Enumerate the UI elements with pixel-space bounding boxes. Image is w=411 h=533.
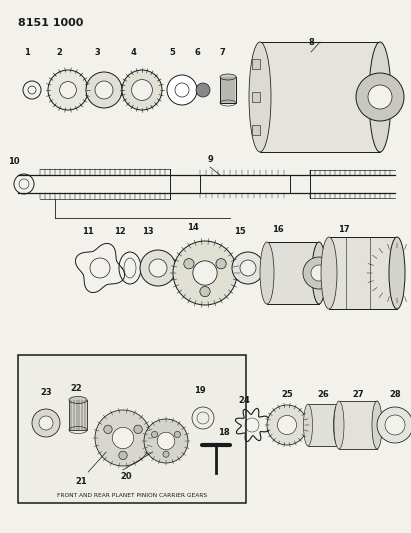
Circle shape: [144, 419, 188, 463]
Bar: [308, 404, 338, 446]
Text: 13: 13: [142, 227, 154, 236]
Ellipse shape: [334, 401, 344, 449]
Circle shape: [196, 83, 210, 97]
Circle shape: [134, 425, 142, 433]
Circle shape: [48, 70, 88, 110]
Circle shape: [174, 431, 180, 438]
Circle shape: [377, 407, 411, 443]
Bar: [329, 237, 397, 309]
Text: 8151 1000: 8151 1000: [18, 18, 83, 28]
Ellipse shape: [389, 237, 405, 309]
Circle shape: [140, 250, 176, 286]
Text: 10: 10: [8, 157, 20, 166]
Text: 20: 20: [120, 472, 132, 481]
Text: 3: 3: [94, 48, 100, 57]
Circle shape: [216, 259, 226, 269]
Circle shape: [356, 73, 404, 121]
Circle shape: [173, 241, 237, 305]
Circle shape: [311, 265, 327, 281]
Text: 22: 22: [70, 384, 82, 393]
Text: 26: 26: [317, 390, 329, 399]
Text: 27: 27: [352, 390, 364, 399]
Circle shape: [95, 81, 113, 99]
Text: 21: 21: [75, 477, 87, 486]
Text: 18: 18: [218, 428, 230, 437]
Ellipse shape: [249, 42, 271, 152]
Text: 14: 14: [187, 223, 199, 232]
Circle shape: [200, 286, 210, 297]
Circle shape: [32, 409, 60, 437]
Bar: [267, 242, 319, 304]
Circle shape: [122, 70, 162, 110]
Bar: [220, 77, 236, 103]
Ellipse shape: [321, 237, 337, 309]
Text: 24: 24: [238, 396, 250, 405]
Circle shape: [277, 415, 297, 434]
Text: 9: 9: [207, 155, 213, 164]
Circle shape: [385, 415, 405, 435]
Text: 6: 6: [194, 48, 200, 57]
Circle shape: [119, 451, 127, 459]
Ellipse shape: [303, 404, 312, 446]
Text: 4: 4: [130, 48, 136, 57]
Ellipse shape: [312, 242, 326, 304]
Circle shape: [152, 431, 158, 438]
Circle shape: [104, 425, 112, 433]
Circle shape: [157, 432, 175, 450]
Circle shape: [60, 82, 76, 99]
Circle shape: [39, 416, 53, 430]
Circle shape: [267, 405, 307, 445]
Bar: [18, 355, 246, 503]
Circle shape: [112, 427, 134, 449]
Text: 28: 28: [389, 390, 401, 399]
Text: 19: 19: [194, 386, 206, 395]
Text: 2: 2: [56, 48, 62, 57]
Text: FRONT AND REAR PLANET PINION CARRIER GEARS: FRONT AND REAR PLANET PINION CARRIER GEA…: [57, 493, 207, 498]
Text: 7: 7: [219, 48, 225, 57]
Bar: [260, 42, 380, 152]
Text: 15: 15: [234, 227, 246, 236]
Circle shape: [167, 75, 197, 105]
Circle shape: [368, 85, 392, 109]
Ellipse shape: [369, 42, 391, 152]
Bar: [339, 401, 377, 449]
Circle shape: [232, 252, 264, 284]
Circle shape: [303, 257, 335, 289]
Circle shape: [95, 410, 151, 466]
Bar: [252, 92, 260, 102]
Bar: [252, 125, 260, 135]
Circle shape: [184, 259, 194, 269]
Ellipse shape: [220, 74, 236, 80]
Circle shape: [86, 72, 122, 108]
Ellipse shape: [260, 242, 274, 304]
Text: 17: 17: [338, 225, 350, 234]
Ellipse shape: [69, 397, 87, 403]
Ellipse shape: [333, 404, 342, 446]
Circle shape: [163, 451, 169, 457]
Text: 8: 8: [308, 38, 314, 47]
Bar: [252, 59, 260, 69]
Text: 16: 16: [272, 225, 284, 234]
Text: 11: 11: [82, 227, 94, 236]
Circle shape: [193, 261, 217, 285]
Bar: [69, 400, 87, 430]
Text: 12: 12: [114, 227, 126, 236]
Text: 23: 23: [40, 388, 52, 397]
Text: 5: 5: [169, 48, 175, 57]
Circle shape: [240, 260, 256, 276]
Circle shape: [149, 259, 167, 277]
Circle shape: [132, 79, 152, 100]
Text: 1: 1: [24, 48, 30, 57]
Text: 25: 25: [281, 390, 293, 399]
Ellipse shape: [372, 401, 382, 449]
